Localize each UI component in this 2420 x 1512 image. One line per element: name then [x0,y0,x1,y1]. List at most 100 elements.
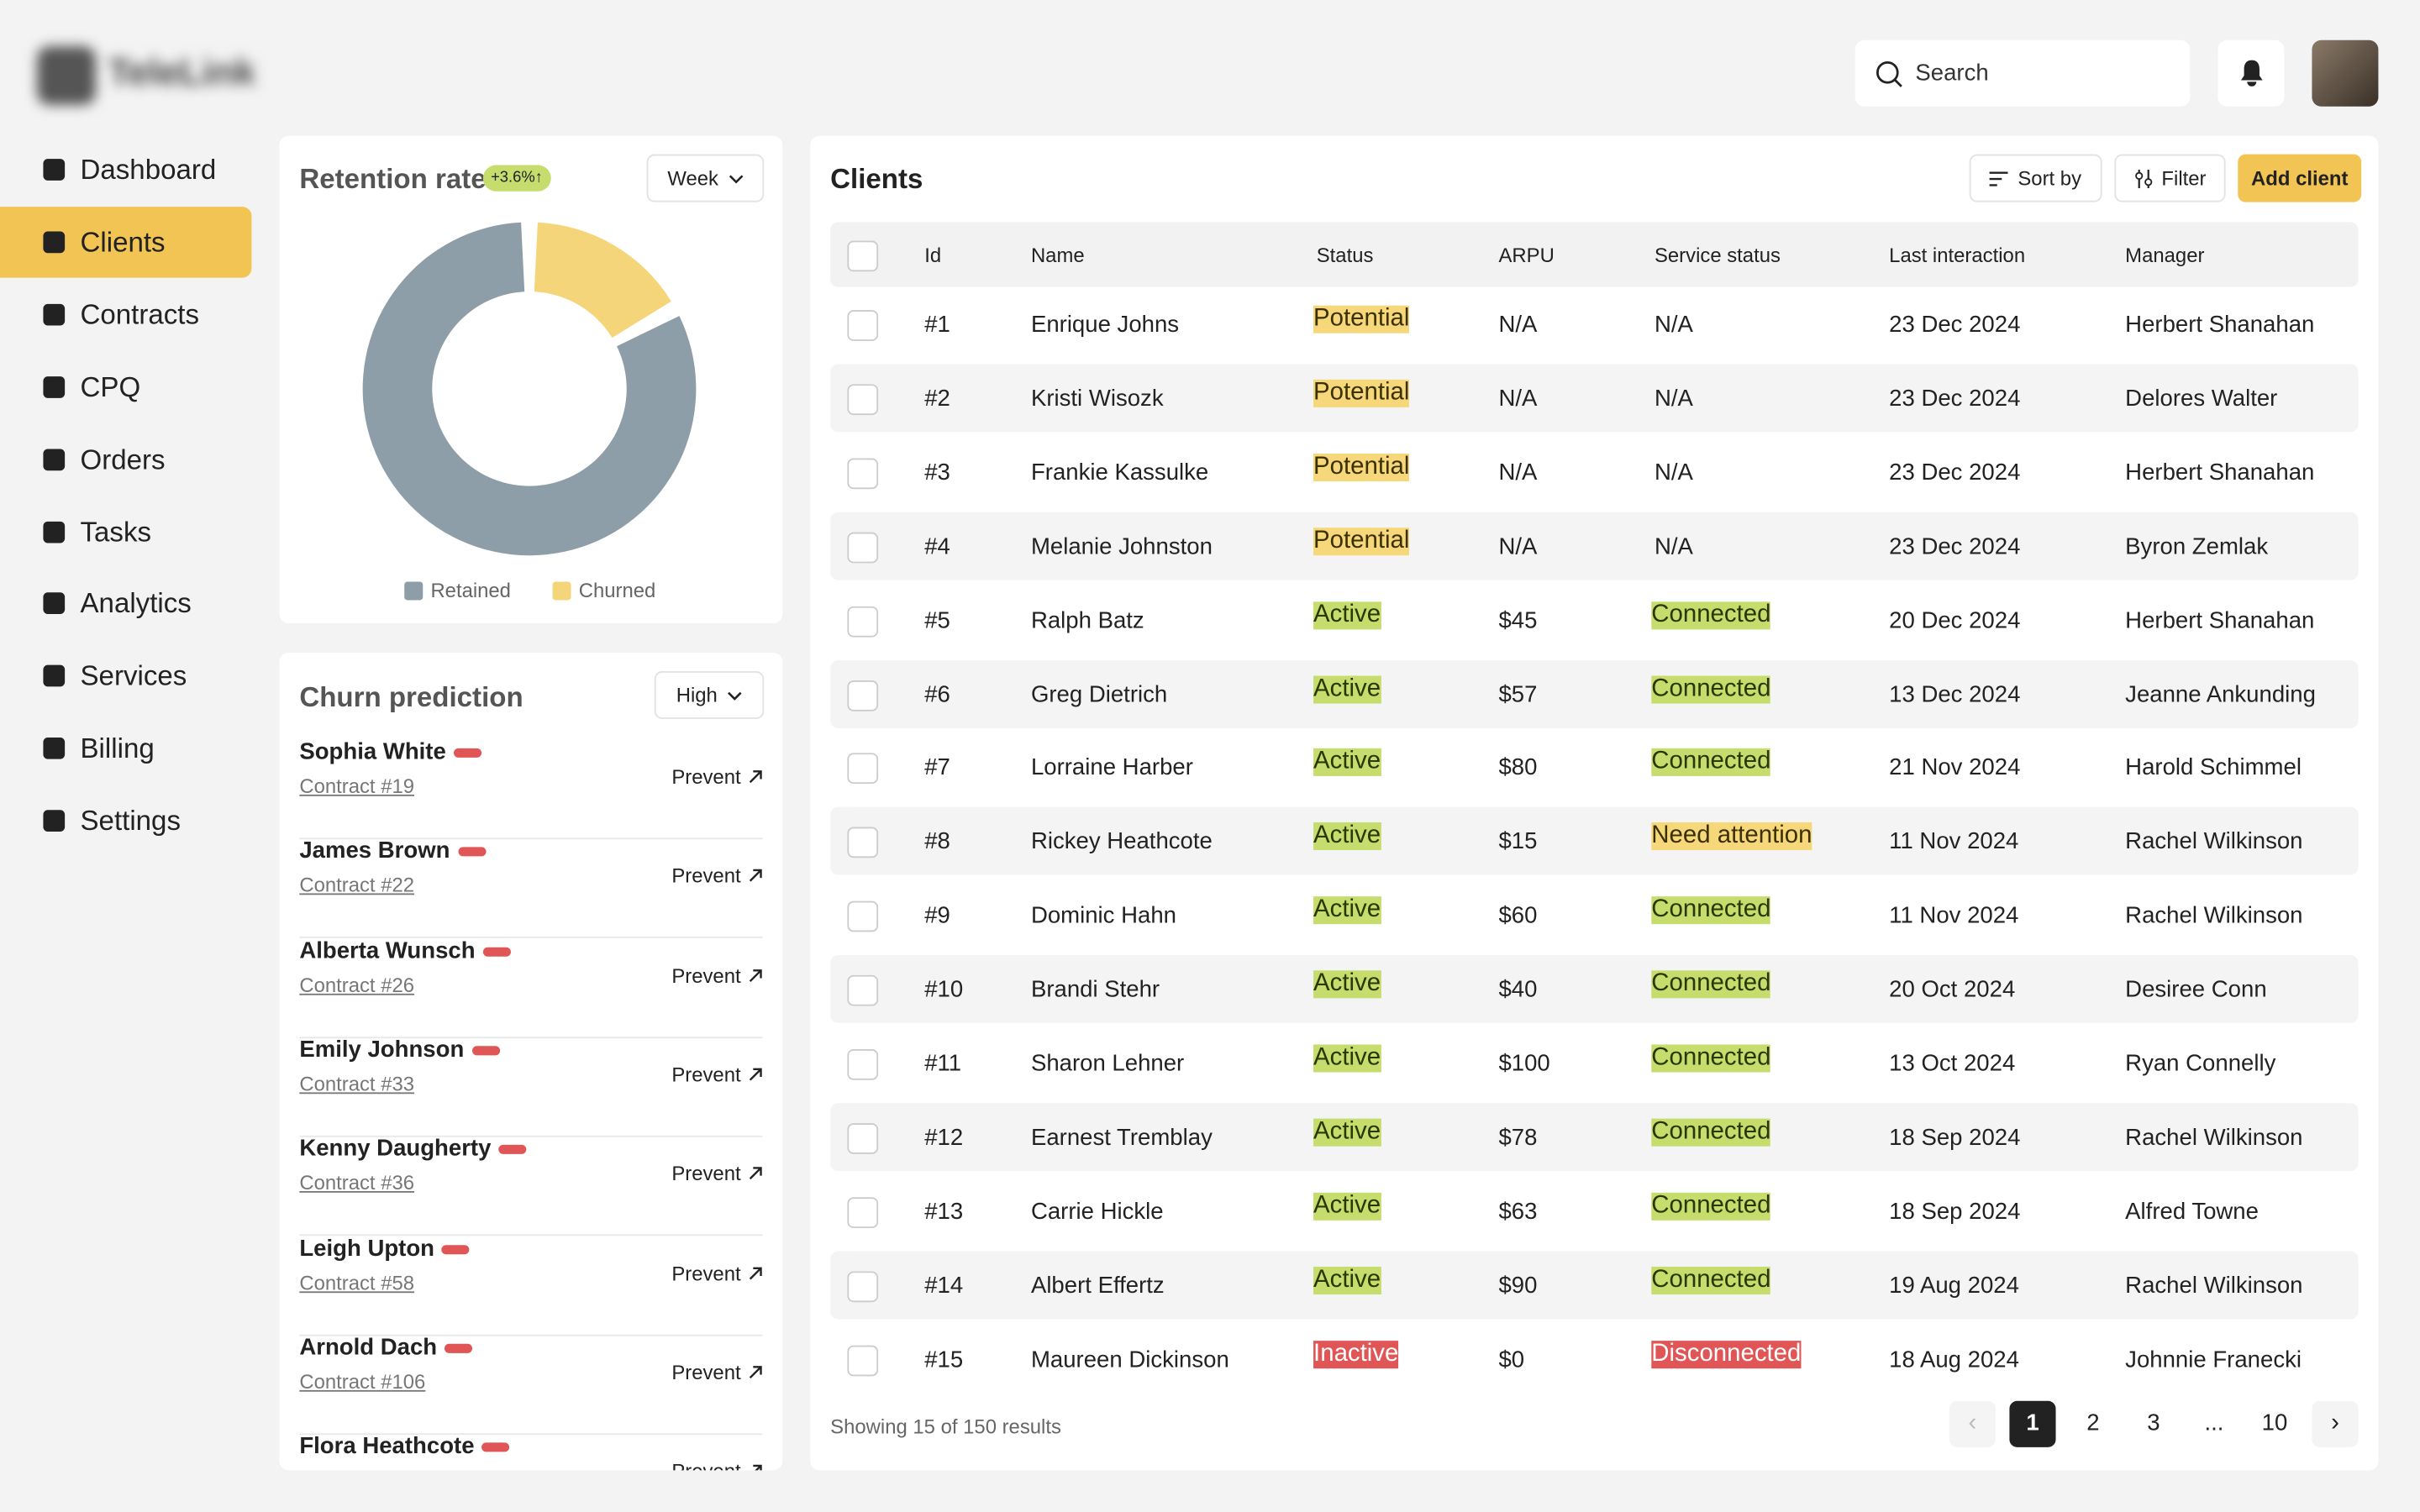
contract-link[interactable]: Contract #36 [299,1171,415,1194]
client-name: Flora Heathcote [299,1433,475,1460]
nav-icon [43,520,66,543]
cell: #5 [924,606,950,634]
row-checkbox[interactable] [847,1196,879,1228]
status-badge: Active [1313,896,1381,925]
contract-link[interactable]: Contract #19 [299,774,415,798]
row-checkbox[interactable] [847,532,879,563]
cell: Herbert Shanahan [2125,606,2315,634]
prevent-button[interactable]: Prevent [671,1162,762,1185]
level-select[interactable]: High [654,670,765,719]
prev-page[interactable]: ‹ [1949,1400,1996,1447]
client-name: James Brown [299,837,450,865]
contract-link[interactable]: Contract #106 [299,1369,426,1394]
cell: #7 [924,754,950,782]
nav-icon [43,593,66,615]
clients-card: Clients Sort by Filter Add client Id Name… [810,135,2379,1471]
cell: Sharon Lehner [1030,1050,1185,1078]
page-button[interactable]: 10 [2261,1410,2288,1437]
row-checkbox[interactable] [847,974,879,1006]
nav-item[interactable]: Services [0,641,251,711]
cell: $78 [1498,1124,1538,1152]
row-checkbox[interactable] [847,827,879,858]
cell: 11 Nov 2024 [1889,902,2019,930]
nav-item[interactable]: Dashboard [0,134,251,205]
prevent-button[interactable]: Prevent [671,963,762,987]
prevent-button[interactable]: Prevent [671,1460,762,1471]
table-row [830,1251,2359,1319]
nav-item[interactable]: Analytics [0,569,251,639]
cell: N/A [1498,459,1538,486]
page-button[interactable]: 1 [2009,1400,2056,1447]
sort-button[interactable]: Sort by [1969,154,2102,202]
row-checkbox[interactable] [847,1344,879,1376]
cell: Alfred Towne [2125,1198,2259,1225]
growth-badge: +3.6%↑ [482,165,551,192]
legend-swatch [404,581,424,601]
row-checkbox[interactable] [847,1048,879,1080]
notifications[interactable] [2217,39,2285,107]
row-checkbox[interactable] [847,384,879,415]
nav-icon [43,810,66,832]
column-header: Service status [1654,244,1781,267]
select-all-checkbox[interactable] [847,240,879,272]
column-header: Status [1316,244,1374,267]
cell: #13 [924,1198,964,1225]
row-checkbox[interactable] [847,1122,879,1154]
contract-link[interactable]: Contract #26 [299,973,415,996]
prevent-button[interactable]: Prevent [671,1361,762,1383]
prevent-button[interactable]: Prevent [671,1063,762,1086]
column-header: Name [1030,244,1085,267]
row-checkbox[interactable] [847,900,879,932]
search-box[interactable]: Search [1854,39,2191,107]
page-button[interactable]: 2 [2086,1410,2100,1437]
arrow-icon [749,1167,762,1180]
status-badge: Potential [1313,527,1410,555]
prevent-label: Prevent [671,765,741,789]
cell: #1 [924,312,950,339]
nav-item[interactable]: Billing [0,713,251,784]
risk-pill [444,1343,473,1353]
prevent-button[interactable]: Prevent [671,1262,762,1284]
add-client-button[interactable]: Add client [2238,154,2362,202]
status-badge: Potential [1313,305,1410,333]
nav-item[interactable]: Clients [0,206,252,278]
row-checkbox[interactable] [847,606,879,637]
row-checkbox[interactable] [847,753,879,785]
churn-item: Kenny Daugherty Contract #36 Prevent [299,1136,763,1236]
prevent-button[interactable]: Prevent [671,765,762,789]
nav-item[interactable]: Contracts [0,279,251,349]
contract-link[interactable]: Contract #58 [299,1270,415,1294]
client-name: Alberta Wunsch [299,937,476,964]
filter-button[interactable]: Filter [2114,154,2226,202]
table-row [830,585,2359,654]
contract-link[interactable]: Contract #22 [299,874,415,897]
row-checkbox[interactable] [847,680,879,711]
nav-item[interactable]: CPQ [0,351,251,422]
contract-link[interactable]: Contract #33 [299,1072,415,1095]
cell: Ryan Connelly [2125,1050,2276,1078]
cell: #8 [924,828,950,856]
prevent-button[interactable]: Prevent [671,864,762,888]
nav-item[interactable]: Orders [0,423,251,494]
cell: Jeanne Ankunding [2125,680,2316,708]
row-checkbox[interactable] [847,310,879,341]
page-button[interactable]: 3 [2147,1410,2160,1437]
cell: $40 [1498,976,1538,1004]
logo: TeleLink [108,52,256,95]
row-checkbox[interactable] [847,458,879,489]
status-badge: Potential [1313,379,1410,407]
cell: $100 [1498,1050,1550,1078]
cell: 23 Dec 2024 [1889,459,2021,486]
nav-item[interactable]: Settings [0,785,251,856]
row-checkbox[interactable] [847,1270,879,1302]
cell: #3 [924,459,950,486]
level: High [676,683,718,707]
nav-item[interactable]: Tasks [0,496,251,567]
cell: 19 Aug 2024 [1889,1272,2019,1299]
period-select[interactable]: Week [646,154,765,202]
status-badge: Active [1313,1192,1381,1221]
card-title: Retention rate [299,163,487,195]
page-button[interactable]: ... [2204,1410,2224,1437]
next-page[interactable]: › [2312,1400,2359,1447]
avatar[interactable] [2312,39,2379,107]
